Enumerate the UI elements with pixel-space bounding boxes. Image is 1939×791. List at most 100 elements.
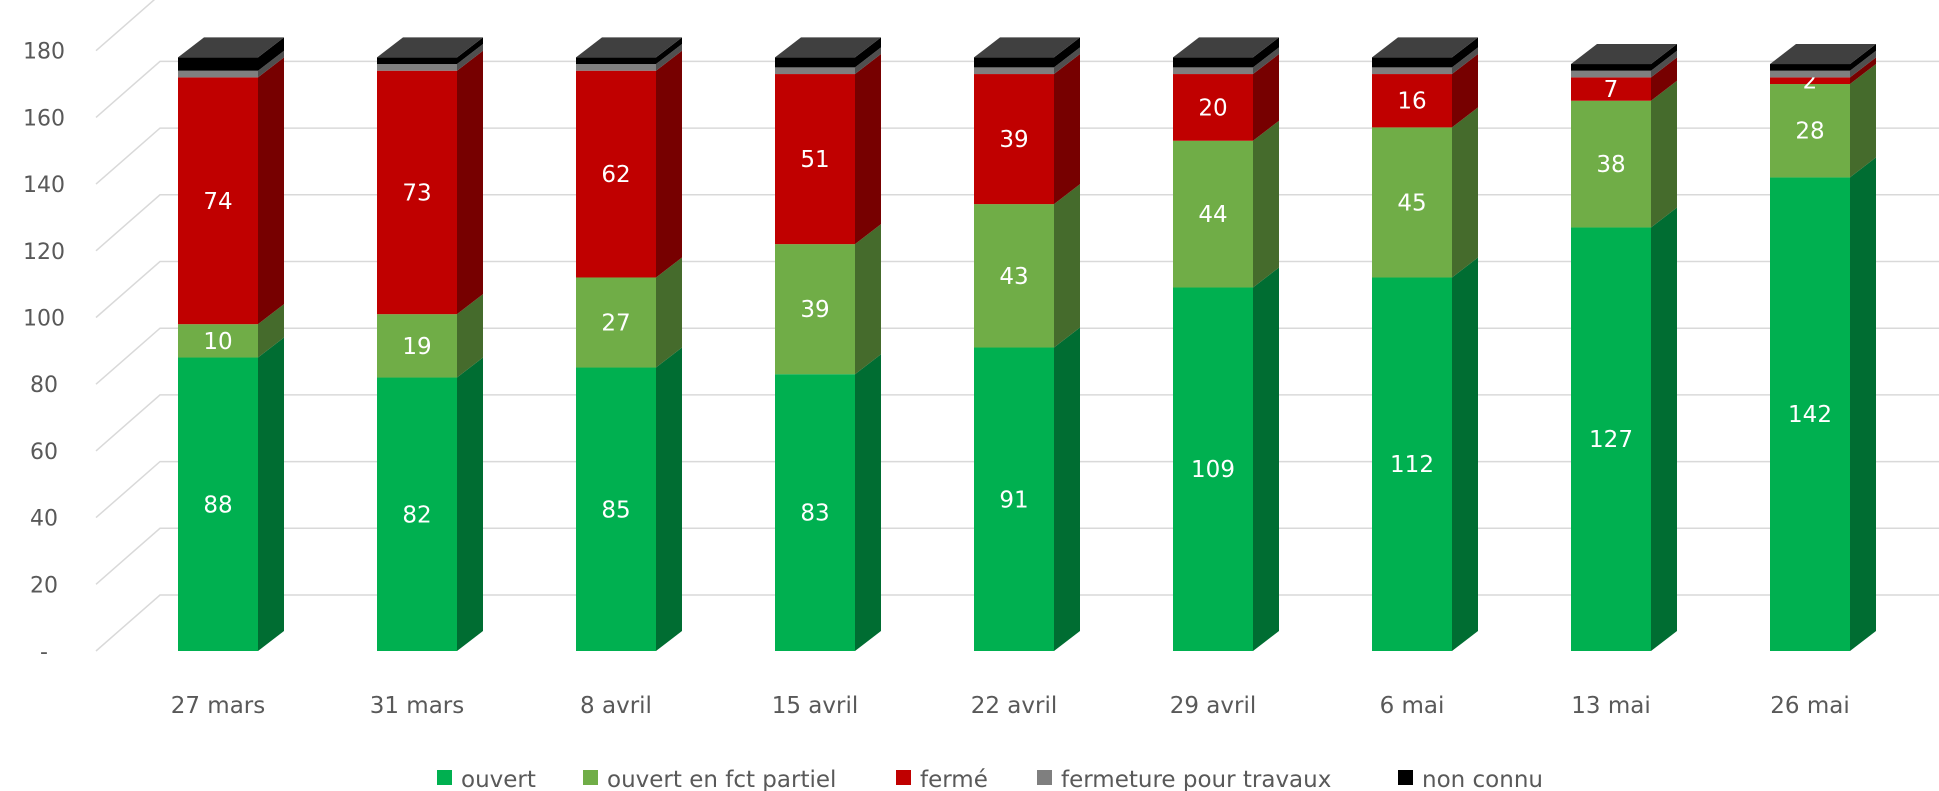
bar-segment-side	[1452, 107, 1478, 278]
gridline	[95, 394, 1939, 452]
x-tick-label: 27 mars	[171, 693, 266, 719]
legend-item: fermé	[896, 767, 988, 791]
bar-segment-side	[1850, 44, 1876, 71]
bar-stack: 91 43 39	[974, 37, 1080, 651]
gridline	[95, 460, 1939, 519]
bar-segment-side	[457, 37, 483, 65]
bar-segment-side	[258, 37, 284, 71]
bar-segment	[377, 57, 457, 65]
gridline	[95, 0, 156, 52]
x-tick-label: 29 avril	[1170, 693, 1257, 719]
data-label: 51	[800, 147, 829, 173]
data-label: 10	[203, 329, 232, 355]
bar-segment	[1770, 70, 1850, 78]
gridlines	[95, 0, 1939, 652]
bar-segment-side	[258, 337, 284, 651]
legend-swatch	[1037, 770, 1052, 785]
bar-stack: 83 39 51	[775, 37, 881, 651]
bar-segment-side	[1054, 327, 1080, 651]
y-tick-label: 80	[30, 373, 58, 398]
legend-swatch	[896, 770, 911, 785]
bar-segment-top	[1770, 44, 1876, 65]
data-label: 19	[402, 334, 431, 360]
legend-swatch	[437, 770, 452, 785]
bar-stack: 112 45 16	[1372, 37, 1478, 651]
data-label: 112	[1390, 452, 1434, 478]
legend-label: ouvert en fct partiel	[607, 767, 836, 791]
x-tick-label: 31 mars	[370, 693, 465, 719]
x-tick-label: 26 mai	[1770, 693, 1849, 719]
bar-segment-side	[258, 57, 284, 325]
bar-segment-side	[1850, 157, 1876, 651]
bar-segment	[576, 277, 656, 368]
data-label: 27	[601, 311, 630, 337]
bar-segment	[974, 347, 1054, 651]
gridline	[95, 60, 1939, 118]
bar-segment-side	[855, 47, 881, 75]
bar-segment-side	[258, 304, 284, 358]
bar-segment-top	[1372, 37, 1478, 58]
bar-segment	[178, 70, 258, 78]
bar-segment	[1571, 100, 1651, 228]
bar-segment-side	[656, 37, 682, 65]
data-label: 109	[1191, 457, 1235, 483]
bar-segment	[178, 324, 258, 358]
data-label: 28	[1795, 119, 1824, 145]
bar-segment	[1770, 77, 1850, 85]
bar-segment-side	[1651, 207, 1677, 651]
y-tick-label: -	[40, 640, 48, 665]
gridline	[95, 127, 1939, 185]
data-label: 88	[203, 492, 232, 518]
y-tick-label: 20	[30, 573, 58, 598]
bar-segment	[974, 57, 1054, 68]
bar-stack: 88 10 74	[178, 37, 284, 651]
bar-segment-side	[1452, 37, 1478, 68]
x-tick-label: 13 mai	[1571, 693, 1650, 719]
bar-segment	[576, 367, 656, 651]
bar-segment	[1173, 67, 1253, 75]
bar-segment	[1372, 57, 1452, 68]
bar-segment-side	[1651, 57, 1677, 101]
bar-segment-side	[1054, 54, 1080, 205]
data-label: 39	[800, 297, 829, 323]
bar-segment-side	[1850, 50, 1876, 78]
data-label: 73	[402, 180, 431, 206]
bar-segment	[1372, 127, 1452, 278]
bar-segment-top	[974, 37, 1080, 58]
bar-segment-side	[855, 354, 881, 651]
data-label: 127	[1589, 427, 1633, 453]
legend-label: fermé	[920, 767, 988, 791]
bar-segment	[377, 377, 457, 651]
bar-stack: 109 44 20	[1173, 37, 1279, 651]
bar-segment-side	[457, 50, 483, 315]
data-label: 45	[1397, 190, 1426, 216]
data-label: 85	[601, 497, 630, 523]
bar-segment	[1571, 64, 1651, 71]
bar-segment	[576, 57, 656, 65]
data-label: 82	[402, 502, 431, 528]
bar-segment-side	[656, 257, 682, 368]
data-label: 74	[203, 189, 232, 215]
bar-segment	[1372, 74, 1452, 128]
bar-stack: 127 38 7	[1571, 44, 1677, 651]
bar-segment	[1372, 67, 1452, 75]
x-tick-label: 8 avril	[580, 693, 652, 719]
bar-segment	[775, 67, 855, 75]
gridline	[95, 327, 1939, 385]
bar-segment	[775, 74, 855, 245]
bar-stack: 82 19 73	[377, 37, 483, 651]
bar-segment	[377, 64, 457, 71]
legend-item: non connu	[1398, 767, 1543, 791]
data-label: 44	[1198, 202, 1227, 228]
y-tick-label: 180	[23, 40, 65, 65]
bar-segment-side	[1850, 57, 1876, 85]
data-label: 39	[999, 127, 1028, 153]
bar-segment-side	[1452, 257, 1478, 651]
x-axis-ticks: 27 mars 31 mars 8 avril 15 avril 22 avril 29 …	[171, 693, 1850, 719]
bar-segment	[1770, 177, 1850, 651]
bar-segment-side	[1054, 47, 1080, 75]
bar-segment-top	[1173, 37, 1279, 58]
bar-segment-side	[457, 294, 483, 378]
bar-segment-side	[457, 357, 483, 651]
